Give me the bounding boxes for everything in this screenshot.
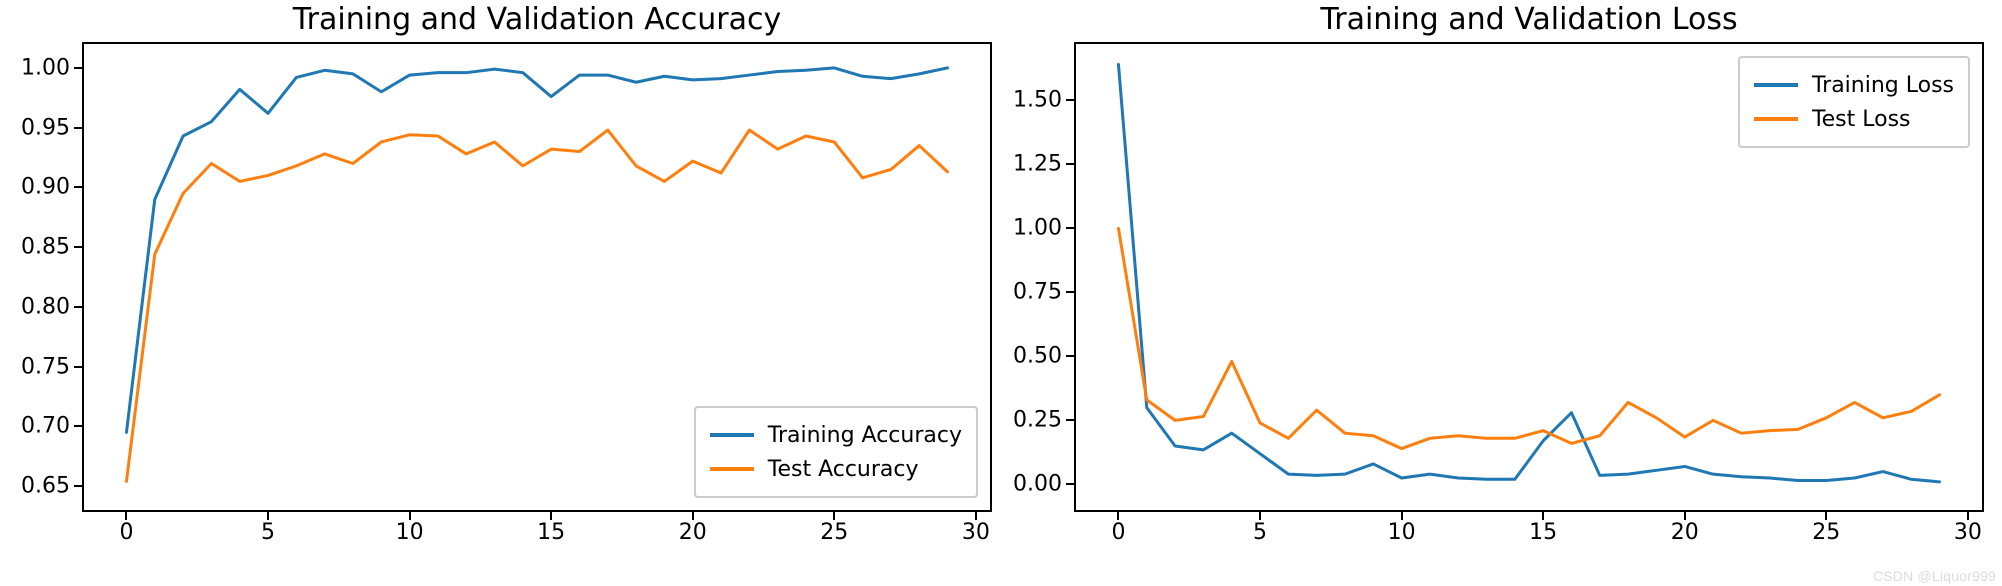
y-tick-label: 1.00: [16, 55, 70, 80]
y-tick-mark: [74, 485, 82, 487]
x-tick-label: 25: [820, 520, 848, 545]
legend-label: Training Loss: [1812, 73, 1954, 98]
loss-legend: Training Loss Test Loss: [1738, 56, 1970, 148]
chart-title-loss: Training and Validation Loss: [1074, 2, 1984, 37]
y-tick-label: 0.25: [1008, 408, 1062, 433]
y-tick-mark: [74, 186, 82, 188]
x-tick-mark: [1117, 512, 1119, 520]
y-tick-label: 0.80: [16, 294, 70, 319]
x-tick-mark: [267, 512, 269, 520]
x-tick-mark: [1401, 512, 1403, 520]
legend-swatch: [710, 467, 754, 471]
accuracy-chart: Training Accuracy Test Accuracy: [82, 42, 992, 512]
y-tick-mark: [1066, 483, 1074, 485]
series-line: [126, 68, 947, 432]
y-tick-mark: [74, 246, 82, 248]
x-tick-label: 30: [1954, 520, 1982, 545]
y-tick-mark: [1066, 227, 1074, 229]
x-tick-label: 30: [962, 520, 990, 545]
x-tick-mark: [1684, 512, 1686, 520]
x-tick-mark: [975, 512, 977, 520]
x-tick-label: 0: [119, 520, 133, 545]
legend-item: Test Accuracy: [710, 452, 962, 486]
y-tick-mark: [1066, 99, 1074, 101]
y-tick-mark: [74, 127, 82, 129]
x-tick-mark: [1967, 512, 1969, 520]
y-tick-label: 0.75: [16, 354, 70, 379]
y-tick-label: 0.50: [1008, 344, 1062, 369]
x-tick-label: 0: [1111, 520, 1125, 545]
legend-label: Training Accuracy: [768, 423, 962, 448]
x-tick-label: 5: [261, 520, 275, 545]
x-tick-label: 5: [1253, 520, 1267, 545]
y-tick-label: 1.50: [1008, 88, 1062, 113]
y-tick-label: 1.00: [1008, 216, 1062, 241]
y-tick-label: 0.90: [16, 175, 70, 200]
legend-swatch: [1754, 83, 1798, 87]
x-tick-label: 25: [1812, 520, 1840, 545]
chart-title-accuracy: Training and Validation Accuracy: [82, 2, 992, 37]
y-tick-label: 1.25: [1008, 152, 1062, 177]
x-tick-label: 20: [1671, 520, 1699, 545]
legend-label: Test Loss: [1812, 107, 1911, 132]
x-tick-label: 10: [1388, 520, 1416, 545]
x-tick-mark: [1259, 512, 1261, 520]
y-tick-mark: [74, 425, 82, 427]
x-tick-label: 20: [679, 520, 707, 545]
y-tick-label: 0.95: [16, 115, 70, 140]
x-tick-mark: [409, 512, 411, 520]
y-tick-label: 0.00: [1008, 472, 1062, 497]
watermark-text: CSDN @Liquor999: [1873, 568, 1996, 584]
x-tick-mark: [833, 512, 835, 520]
legend-item: Test Loss: [1754, 102, 1954, 136]
y-tick-mark: [74, 366, 82, 368]
x-tick-mark: [692, 512, 694, 520]
y-tick-label: 0.85: [16, 235, 70, 260]
x-tick-label: 10: [396, 520, 424, 545]
legend-swatch: [1754, 117, 1798, 121]
x-tick-label: 15: [537, 520, 565, 545]
loss-chart: Training Loss Test Loss: [1074, 42, 1984, 512]
y-tick-mark: [1066, 419, 1074, 421]
x-tick-mark: [550, 512, 552, 520]
legend-swatch: [710, 433, 754, 437]
y-tick-label: 0.70: [16, 414, 70, 439]
legend-item: Training Accuracy: [710, 418, 962, 452]
accuracy-legend: Training Accuracy Test Accuracy: [694, 406, 978, 498]
series-line: [1118, 228, 1939, 448]
y-tick-mark: [1066, 355, 1074, 357]
y-tick-mark: [74, 67, 82, 69]
x-tick-mark: [1542, 512, 1544, 520]
y-tick-mark: [1066, 291, 1074, 293]
y-tick-mark: [74, 306, 82, 308]
x-tick-mark: [125, 512, 127, 520]
legend-item: Training Loss: [1754, 68, 1954, 102]
legend-label: Test Accuracy: [768, 457, 919, 482]
x-tick-label: 15: [1529, 520, 1557, 545]
y-tick-label: 0.75: [1008, 280, 1062, 305]
y-tick-mark: [1066, 163, 1074, 165]
y-tick-label: 0.65: [16, 474, 70, 499]
figure: Training and Validation Accuracy Trainin…: [0, 0, 2002, 586]
x-tick-mark: [1825, 512, 1827, 520]
